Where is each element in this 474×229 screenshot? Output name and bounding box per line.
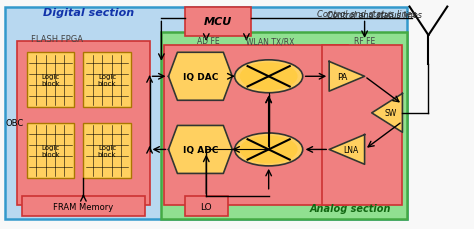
Bar <box>27 124 74 178</box>
Text: RF FE: RF FE <box>354 37 375 46</box>
Text: LNA: LNA <box>344 145 359 154</box>
Bar <box>161 33 407 219</box>
Text: AD FE: AD FE <box>197 37 220 46</box>
Circle shape <box>235 60 303 93</box>
Polygon shape <box>168 53 232 101</box>
Text: Analog section: Analog section <box>310 203 391 213</box>
Text: Digital section: Digital section <box>43 8 134 18</box>
Text: MCU: MCU <box>204 17 232 27</box>
Text: Control and status lines: Control and status lines <box>327 11 422 20</box>
Text: SW: SW <box>384 109 397 118</box>
Text: LO: LO <box>201 202 212 211</box>
Bar <box>83 53 131 108</box>
Polygon shape <box>329 135 365 165</box>
Text: FRAM Memory: FRAM Memory <box>53 202 114 211</box>
Text: Logic
block: Logic block <box>98 74 116 87</box>
Circle shape <box>240 136 298 164</box>
Bar <box>185 8 251 37</box>
Text: OBC: OBC <box>5 118 24 127</box>
Polygon shape <box>372 94 402 133</box>
Text: IQ ADC: IQ ADC <box>182 145 218 154</box>
Bar <box>22 196 145 216</box>
Text: Control and status lines: Control and status lines <box>318 10 417 19</box>
Text: WLAN TX/RX: WLAN TX/RX <box>246 37 294 46</box>
Bar <box>27 53 74 108</box>
Bar <box>185 196 228 216</box>
Polygon shape <box>329 62 365 92</box>
Text: IQ DAC: IQ DAC <box>182 72 218 82</box>
Text: PA: PA <box>337 72 348 82</box>
Bar <box>322 46 402 206</box>
Text: Logic
block: Logic block <box>98 144 116 157</box>
Circle shape <box>235 133 303 166</box>
Bar <box>17 42 150 206</box>
Bar <box>164 46 348 206</box>
Text: Logic
block: Logic block <box>41 144 60 157</box>
Bar <box>83 124 131 178</box>
Text: FLASH FPGA: FLASH FPGA <box>31 35 83 44</box>
Circle shape <box>240 63 298 91</box>
Bar <box>5 8 407 219</box>
Text: Logic
block: Logic block <box>41 74 60 87</box>
Polygon shape <box>168 126 232 174</box>
